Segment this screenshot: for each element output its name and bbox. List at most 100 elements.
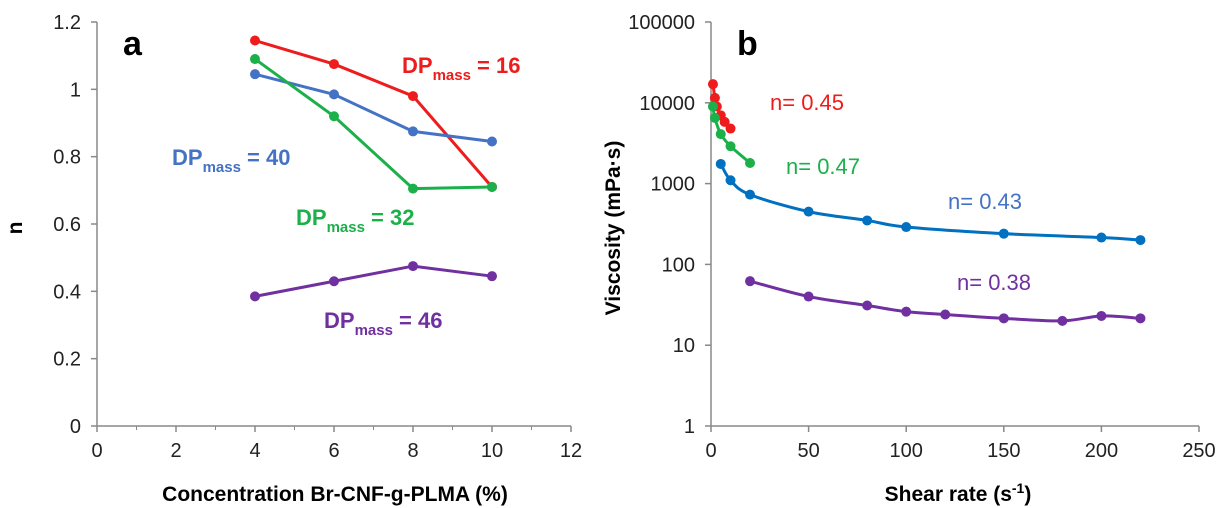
x-tick-label: 12: [560, 440, 582, 462]
legend-label-dp16-name: DP: [402, 53, 433, 78]
y-tick-label: 0.2: [53, 349, 81, 371]
legend-label-dp32-suffix: = 32: [365, 205, 415, 230]
y-tick-label: 10: [673, 335, 695, 357]
legend-label-dp46-name: DP: [324, 308, 355, 333]
data-point-2: [725, 175, 736, 186]
x-tick-label: 200: [1085, 440, 1118, 462]
y-tick-label: 0.6: [53, 214, 81, 236]
data-point-1: [745, 157, 756, 168]
data-point-2: [250, 54, 260, 65]
panel-b-x-axis-title-sup: -1: [1012, 480, 1025, 496]
x-tick-label: 100: [890, 440, 923, 462]
panel-a-y-ticks: 0 0.2 0.4 0.6 0.8 1 1.2: [53, 12, 97, 438]
series-label-n043: n= 0.43: [948, 189, 1022, 214]
y-tick-label: 0.4: [53, 281, 81, 303]
data-point-1: [715, 129, 726, 140]
legend-label-dp40-suffix: = 40: [241, 145, 291, 170]
series-line-0: [254, 39, 494, 188]
data-point-1: [408, 126, 418, 137]
data-point-0: [709, 92, 720, 103]
y-tick-label: 1: [70, 79, 81, 101]
data-point-3: [408, 261, 418, 272]
data-point-2: [1135, 235, 1146, 246]
x-tick-label: 0: [91, 440, 102, 462]
data-point-3: [862, 300, 873, 311]
legend-label-dp46: DPmass = 46: [324, 308, 442, 339]
legend-label-dp40: DPmass = 40: [172, 145, 290, 176]
data-point-3: [901, 306, 912, 317]
panel-a-chart: 0 2 4 6 8 10 12 0 0.2 0.4 0.6 0.8 1 1.2 a Concentrat…: [4, 12, 582, 506]
y-tick-label: 1000: [651, 174, 696, 196]
y-tick-label: 1: [684, 416, 695, 438]
x-tick-label: 10: [481, 440, 503, 462]
panel-b-y-axis-title: Viscosity (mPa·s): [602, 141, 625, 316]
data-point-2: [803, 206, 814, 217]
panel-b-x-ticks: 0 50 100 150 200 250: [705, 426, 1216, 462]
data-point-3: [1057, 315, 1068, 326]
legend-label-dp32: DPmass = 32: [296, 205, 414, 236]
data-point-3: [745, 276, 756, 287]
data-point-3: [1135, 313, 1146, 324]
data-point-1: [487, 136, 497, 147]
data-point-0: [725, 123, 736, 134]
data-point-3: [803, 291, 814, 302]
series-label-n045: n= 0.45: [770, 90, 844, 115]
data-point-2: [998, 228, 1009, 239]
panel-b-x-axis-title-main: Shear rate (s: [885, 483, 1012, 506]
data-point-3: [329, 276, 339, 287]
data-point-1: [709, 112, 720, 123]
data-point-0: [719, 116, 730, 127]
data-point-2: [329, 111, 339, 122]
legend-label-dp16: DPmass = 16: [402, 53, 520, 84]
series-line-1: [254, 72, 493, 144]
panel-b-x-axis-title-end: ): [1024, 483, 1031, 506]
y-tick-label: 0.8: [53, 147, 81, 169]
data-point-1: [725, 141, 736, 152]
series-line-3: [254, 264, 493, 298]
legend-label-dp16-suffix: = 16: [471, 53, 521, 78]
panel-a-series: [250, 35, 497, 302]
x-tick-label: 2: [170, 440, 181, 462]
panel-a-y-axis-title: n: [4, 222, 27, 235]
panel-b-series: [707, 79, 1146, 326]
data-point-2: [408, 183, 418, 194]
data-point-0: [250, 35, 260, 46]
y-tick-label: 1.2: [53, 12, 81, 34]
legend-label-dp32-sub: mass: [327, 219, 365, 236]
data-point-2: [745, 189, 756, 200]
panel-a-x-ticks: 0 2 4 6 8 10 12: [91, 426, 582, 462]
series-label-n047: n= 0.47: [786, 154, 860, 179]
data-point-2: [715, 158, 726, 169]
data-point-0: [329, 59, 339, 70]
data-point-0: [408, 91, 418, 102]
data-point-2: [487, 181, 497, 192]
legend-label-dp40-sub: mass: [203, 159, 241, 176]
x-tick-label: 0: [705, 440, 716, 462]
data-point-3: [250, 291, 260, 302]
data-point-1: [250, 69, 260, 80]
y-tick-label: 0: [70, 416, 81, 438]
legend-label-dp46-sub: mass: [355, 322, 393, 339]
x-tick-label: 250: [1182, 440, 1215, 462]
data-point-2: [901, 222, 912, 233]
data-point-0: [707, 79, 718, 90]
y-tick-label: 100: [662, 254, 695, 276]
legend-label-dp40-name: DP: [172, 145, 203, 170]
data-point-3: [1096, 310, 1107, 321]
x-tick-label: 50: [797, 440, 819, 462]
data-point-2: [1096, 232, 1107, 243]
data-point-1: [329, 89, 339, 100]
data-point-1: [707, 101, 718, 112]
x-tick-label: 150: [987, 440, 1020, 462]
x-tick-label: 8: [407, 440, 418, 462]
x-tick-label: 6: [328, 440, 339, 462]
series-line-2: [719, 163, 1141, 242]
y-tick-label: 10000: [639, 93, 695, 115]
panel-b-y-ticks: 1 10 100 1000 10000 100000: [628, 12, 711, 438]
panel-b-label: b: [737, 25, 758, 63]
legend-label-dp46-suffix: = 46: [393, 308, 443, 333]
series-label-n038: n= 0.38: [957, 270, 1031, 295]
data-point-3: [487, 271, 497, 282]
